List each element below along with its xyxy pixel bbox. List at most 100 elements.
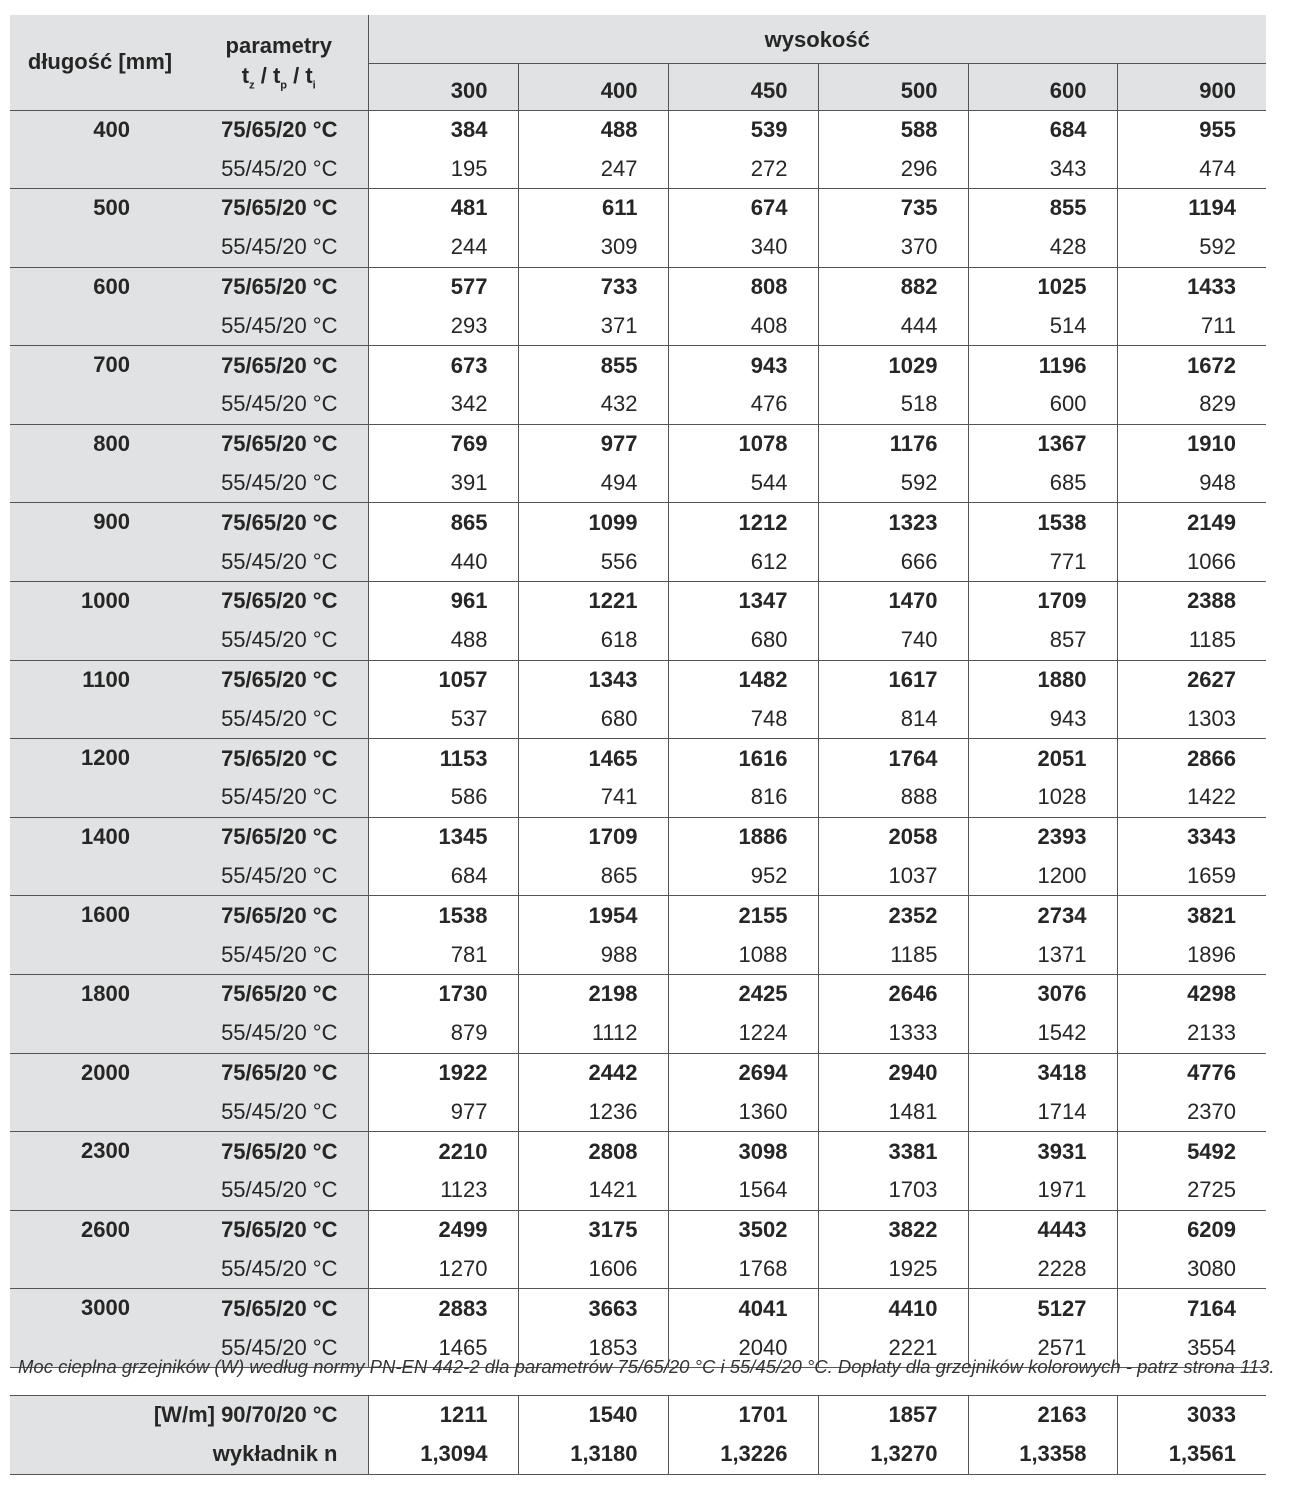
value-cell-low: 476 [667,385,818,425]
param-high-cell: 75/65/20 °C [190,424,368,464]
value-cell-high: 855 [517,345,668,386]
value-cell-low: 592 [817,463,968,503]
value-cell-high: 1347 [667,581,818,621]
value-cell-high: 1196 [967,345,1117,386]
value-cell-low: 684 [367,856,518,896]
summary-label: [W/m] 90/70/20 °C [10,1395,368,1435]
value-cell-low: 600 [967,385,1117,425]
value-cell-low: 829 [1116,385,1267,425]
length-cell: 2600 [10,1210,190,1289]
value-cell-high: 855 [967,188,1117,228]
value-cell-low: 943 [967,699,1117,739]
param-high-cell: 75/65/20 °C [190,1053,368,1093]
summary-value: 1,3358 [967,1434,1117,1475]
value-cell-high: 1470 [817,581,968,621]
value-cell-high: 1617 [817,660,968,700]
table-row-low: 55/45/20 °C 1123 1421 1564 1703 1971 2725 [10,1171,1267,1211]
value-cell-high: 481 [367,188,518,228]
table-row-low: 55/45/20 °C 244 309 340 370 428 592 [10,227,1267,268]
param-low-cell: 55/45/20 °C [190,856,368,896]
value-cell-low: 1465 [367,1328,518,1369]
value-cell-low: 771 [967,542,1117,582]
value-cell-low: 711 [1116,306,1267,346]
value-cell-high: 3418 [967,1053,1117,1093]
value-cell-low: 488 [367,620,518,661]
summary-row-exponent: wykładnik n 1,3094 1,3180 1,3226 1,3270 1,335… [10,1434,1266,1475]
value-cell-low: 408 [667,306,818,346]
param-low-cell: 55/45/20 °C [190,620,368,661]
value-cell-low: 1421 [517,1171,668,1211]
value-cell-low: 748 [667,699,818,739]
value-cell-low: 2370 [1116,1092,1267,1132]
param-low-cell: 55/45/20 °C [190,1171,368,1211]
table-row-low: 55/45/20 °C 488 618 680 740 857 1185 [10,620,1267,661]
param-low-cell: 55/45/20 °C [190,699,368,739]
value-cell-low: 1422 [1116,778,1267,818]
summary-value: 1,3094 [367,1434,518,1475]
table-row-low: 55/45/20 °C 977 1236 1360 1481 1714 2370 [10,1092,1267,1132]
value-cell-low: 977 [367,1092,518,1132]
value-cell-high: 1709 [517,817,668,857]
param-high-cell: 75/65/20 °C [190,895,368,936]
value-cell-high: 1194 [1116,188,1267,228]
value-cell-low: 1606 [517,1249,668,1289]
value-cell-low: 2228 [967,1249,1117,1289]
value-cell-high: 2352 [817,895,968,936]
param-high-cell: 75/65/20 °C [190,110,368,150]
height-column-header: 400 [517,63,668,110]
height-column-header: 600 [967,63,1117,110]
value-cell-high: 674 [667,188,818,228]
table-row-low: 55/45/20 °C 195 247 272 296 343 474 [10,149,1267,189]
table-row-low: 55/45/20 °C 391 494 544 592 685 948 [10,463,1267,503]
table-row-high: 400 75/65/20 °C 384 488 539 588 684 955 [10,110,1267,189]
table-row-high: 600 75/65/20 °C 577 733 808 882 1025 1433 [10,267,1267,346]
param-high-cell: 75/65/20 °C [190,1288,368,1329]
value-cell-high: 384 [367,110,518,150]
value-cell-high: 3931 [967,1131,1117,1172]
height-header: wysokość [367,15,1267,64]
length-header: długość [mm] [10,15,190,110]
value-cell-high: 2808 [517,1131,668,1172]
value-cell-high: 2051 [967,738,1117,779]
value-cell-low: 741 [517,778,668,818]
table-row-high: 2300 75/65/20 °C 2210 2808 3098 3381 3931 5492 [10,1131,1267,1211]
table-row-high: 3000 75/65/20 °C 2883 3663 4041 4410 5127 7164 [10,1288,1267,1368]
height-column-header: 300 [367,63,518,110]
table-row-low: 55/45/20 °C 342 432 476 518 600 829 [10,385,1267,425]
value-cell-low: 1333 [817,1013,968,1054]
value-cell-low: 948 [1116,463,1267,503]
value-cell-low: 1659 [1116,856,1267,896]
length-cell: 700 [10,345,190,425]
length-cell: 1200 [10,738,190,818]
value-cell-low: 1896 [1116,935,1267,975]
summary-value: 1,3270 [817,1434,968,1475]
length-cell: 800 [10,424,190,503]
value-cell-high: 684 [967,110,1117,150]
value-cell-low: 1028 [967,778,1117,818]
param-high-cell: 75/65/20 °C [190,502,368,543]
value-cell-low: 1200 [967,856,1117,896]
value-cell-high: 1176 [817,424,968,464]
table-row-low: 55/45/20 °C 1270 1606 1768 1925 2228 3080 [10,1249,1267,1289]
value-cell-high: 1343 [517,660,668,700]
param-low-cell: 55/45/20 °C [190,778,368,818]
value-cell-high: 2627 [1116,660,1267,700]
value-cell-high: 1153 [367,738,518,779]
value-cell-high: 1538 [967,502,1117,543]
value-cell-low: 814 [817,699,968,739]
value-cell-low: 685 [967,463,1117,503]
value-cell-low: 537 [367,699,518,739]
table-row-low: 55/45/20 °C 781 988 1088 1185 1371 1896 [10,935,1267,975]
param-low-cell: 55/45/20 °C [190,935,368,975]
value-cell-high: 1482 [667,660,818,700]
summary-value: 1857 [817,1395,968,1435]
value-cell-high: 1954 [517,895,668,936]
param-high-cell: 75/65/20 °C [190,817,368,857]
value-cell-high: 4776 [1116,1053,1267,1093]
param-low-cell: 55/45/20 °C [190,463,368,503]
value-cell-low: 370 [817,227,968,268]
param-low-cell: 55/45/20 °C [190,542,368,582]
value-cell-low: 3080 [1116,1249,1267,1289]
summary-row-wm: [W/m] 90/70/20 °C 1211 1540 1701 1857 2163 303… [10,1395,1266,1435]
table-row-high: 500 75/65/20 °C 481 611 674 735 855 1194 [10,188,1267,268]
